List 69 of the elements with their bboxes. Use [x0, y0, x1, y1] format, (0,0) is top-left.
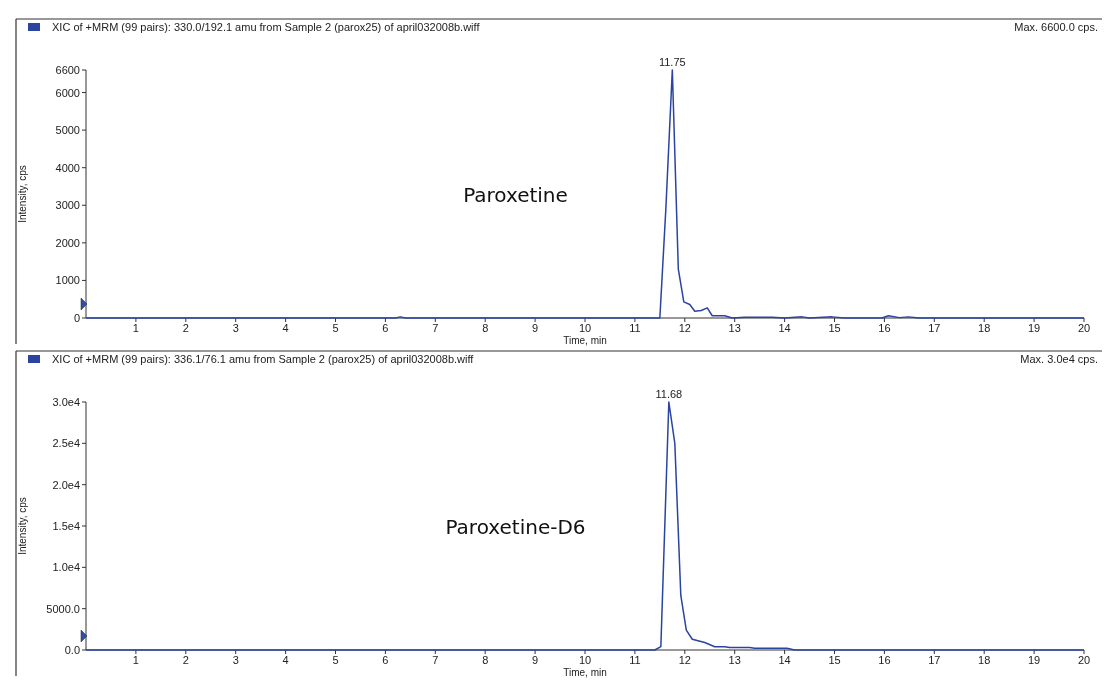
x-tick-label: 1: [132, 322, 139, 334]
x-tick-label: 9: [532, 322, 539, 334]
y-tick-label: 1000: [55, 274, 80, 287]
y-tick-label: 4000: [55, 161, 80, 174]
x-tick-label: 20: [1077, 654, 1091, 666]
chart-title: XIC of +MRM (99 pairs): 330.0/192.1 amu from Sample 2 (parox25) of april032008b.wiff: [52, 21, 481, 33]
x-tick-label: 4: [282, 322, 289, 334]
line-series: [85, 401, 1085, 651]
x-tick-label: 1: [132, 654, 139, 666]
x-tick-label: 5: [332, 322, 339, 334]
x-tick-label: 14: [778, 654, 791, 666]
x-axis-title: Time, min: [563, 667, 607, 678]
x-tick-label: 17: [928, 322, 941, 334]
x-tick-label: 7: [432, 654, 439, 666]
x-tick-label: 10: [578, 322, 592, 334]
x-tick-label: 11: [629, 654, 641, 666]
x-tick-label: 2: [182, 322, 189, 334]
x-tick-label: 3: [232, 654, 239, 666]
chart-subtitle: Max. 3.0e4 cps.: [1020, 353, 1098, 365]
y-tick-label: 2.5e4: [52, 437, 80, 450]
x-tick-label: 12: [678, 654, 691, 666]
x-tick-label: 20: [1077, 322, 1091, 334]
x-tick-label: 3: [232, 322, 239, 334]
annotation: 11.68: [655, 388, 683, 400]
annotation: Paroxetine-D6: [445, 515, 586, 539]
x-tick-label: 10: [578, 654, 592, 666]
x-tick-label: 13: [728, 322, 741, 334]
y-tick-label: 1.5e4: [52, 520, 80, 532]
y-tick-label: 2000: [55, 236, 80, 249]
y-axis-title: Intensity, cps: [17, 497, 28, 555]
x-tick-label: 16: [878, 322, 891, 334]
x-tick-label: 19: [1027, 322, 1041, 334]
y-tick-label: 6600: [55, 64, 80, 76]
x-axis-title: Time, min: [563, 335, 607, 346]
annotation: 11.75: [658, 56, 686, 68]
y-tick-label: 0.0: [64, 644, 80, 656]
y-tick-label: 1.0e4: [52, 561, 80, 574]
y-tick-label: 3000: [55, 199, 80, 212]
x-tick-label: 6: [382, 654, 389, 666]
x-tick-label: 14: [778, 322, 791, 334]
x-tick-label: 8: [482, 322, 489, 334]
x-tick-label: 16: [878, 654, 891, 666]
x-tick-label: 7: [432, 322, 439, 334]
y-tick-label: 3.0e4: [52, 396, 80, 408]
x-tick-label: 18: [978, 322, 991, 334]
x-tick-label: 9: [532, 654, 539, 666]
x-tick-label: 12: [678, 322, 691, 334]
x-tick-label: 15: [828, 654, 841, 666]
chart-subtitle: Max. 6600.0 cps.: [1014, 21, 1098, 33]
line-series: [85, 69, 1085, 319]
y-axis-title: Intensity, cps: [17, 165, 28, 223]
x-tick-label: 17: [928, 654, 941, 666]
y-tick-label: 2.0e4: [52, 478, 80, 491]
x-tick-label: 19: [1027, 654, 1041, 666]
x-tick-label: 2: [182, 654, 189, 666]
annotation: Paroxetine: [463, 183, 568, 207]
y-tick-label: 0: [73, 312, 80, 324]
x-tick-label: 11: [629, 322, 641, 334]
x-tick-label: 5: [332, 654, 339, 666]
chart-title: XIC of +MRM (99 pairs): 336.1/76.1 amu from Sample 2 (parox25) of april032008b.wiff: [52, 353, 475, 365]
x-tick-label: 18: [978, 654, 991, 666]
x-tick-label: 15: [828, 322, 841, 334]
x-tick-label: 6: [382, 322, 389, 334]
y-tick-label: 6000: [55, 86, 80, 99]
y-tick-label: 5000: [55, 124, 80, 137]
y-tick-label: 5000.0: [46, 602, 80, 615]
x-tick-label: 13: [728, 654, 741, 666]
x-tick-label: 8: [482, 654, 489, 666]
x-tick-label: 4: [282, 654, 289, 666]
